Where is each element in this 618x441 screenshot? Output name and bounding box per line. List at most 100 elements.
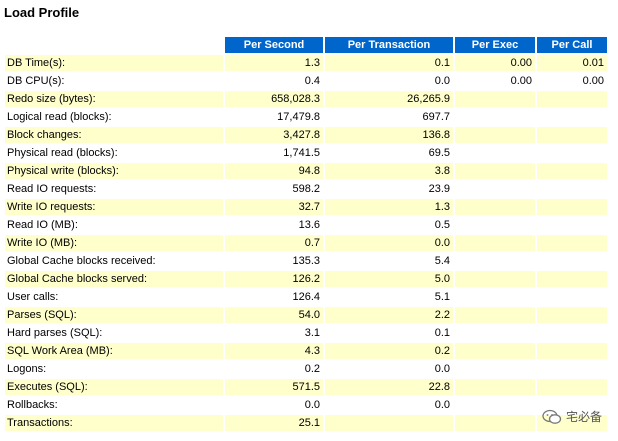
row-label: SQL Work Area (MB): [5, 343, 223, 359]
per-transaction-value: 5.4 [325, 253, 453, 269]
per-call-value [537, 397, 607, 413]
per-transaction-value: 1.3 [325, 199, 453, 215]
per-second-value: 0.2 [225, 361, 323, 377]
per-transaction-value: 0.0 [325, 361, 453, 377]
per-second-value: 598.2 [225, 181, 323, 197]
table-row: Parses (SQL): 54.0 2.2 [5, 307, 607, 323]
per-call-value [537, 91, 607, 107]
per-call-value [537, 325, 607, 341]
per-transaction-value: 0.1 [325, 325, 453, 341]
table-row: Logons: 0.2 0.0 [5, 361, 607, 377]
table-row: Global Cache blocks received: 135.3 5.4 [5, 253, 607, 269]
row-label: Logons: [5, 361, 223, 377]
per-transaction-value: 136.8 [325, 127, 453, 143]
per-second-value: 126.4 [225, 289, 323, 305]
per-exec-value: 0.00 [455, 73, 535, 89]
per-call-value [537, 253, 607, 269]
header-blank [5, 37, 223, 53]
per-transaction-value: 0.2 [325, 343, 453, 359]
row-label: Logical read (blocks): [5, 109, 223, 125]
row-label: Transactions: [5, 415, 223, 431]
per-exec-value [455, 127, 535, 143]
row-label: Physical read (blocks): [5, 145, 223, 161]
table-row: DB CPU(s): 0.4 0.0 0.00 0.00 [5, 73, 607, 89]
table-row: Block changes: 3,427.8 136.8 [5, 127, 607, 143]
per-second-value: 32.7 [225, 199, 323, 215]
per-transaction-value: 23.9 [325, 181, 453, 197]
row-label: User calls: [5, 289, 223, 305]
table-row: Executes (SQL): 571.5 22.8 [5, 379, 607, 395]
per-exec-value [455, 217, 535, 233]
per-exec-value [455, 343, 535, 359]
per-call-value [537, 343, 607, 359]
per-second-value: 0.0 [225, 397, 323, 413]
table-row: Read IO requests: 598.2 23.9 [5, 181, 607, 197]
per-transaction-value: 69.5 [325, 145, 453, 161]
header-per-transaction: Per Transaction [325, 37, 453, 53]
per-exec-value [455, 271, 535, 287]
per-transaction-value: 697.7 [325, 109, 453, 125]
page-title: Load Profile [4, 5, 80, 20]
row-label: Executes (SQL): [5, 379, 223, 395]
table-header-row: Per Second Per Transaction Per Exec Per … [5, 37, 607, 53]
per-transaction-value: 0.0 [325, 397, 453, 413]
per-second-value: 17,479.8 [225, 109, 323, 125]
per-call-value [537, 217, 607, 233]
per-call-value: 0.00 [537, 73, 607, 89]
per-transaction-value: 5.0 [325, 271, 453, 287]
per-exec-value [455, 109, 535, 125]
per-second-value: 94.8 [225, 163, 323, 179]
per-transaction-value: 0.0 [325, 235, 453, 251]
per-call-value [537, 379, 607, 395]
row-label: Global Cache blocks received: [5, 253, 223, 269]
per-second-value: 135.3 [225, 253, 323, 269]
per-exec-value [455, 181, 535, 197]
row-label: Read IO (MB): [5, 217, 223, 233]
per-call-value [537, 307, 607, 323]
per-transaction-value: 5.1 [325, 289, 453, 305]
load-profile-table: Per Second Per Transaction Per Exec Per … [3, 35, 609, 433]
row-label: Write IO (MB): [5, 235, 223, 251]
table-row: Write IO requests: 32.7 1.3 [5, 199, 607, 215]
header-per-exec: Per Exec [455, 37, 535, 53]
watermark: 宅必备 [542, 408, 602, 425]
row-label: Write IO requests: [5, 199, 223, 215]
per-second-value: 0.4 [225, 73, 323, 89]
table-body: DB Time(s): 1.3 0.1 0.00 0.01 DB CPU(s): 0.4 0.… [5, 55, 607, 431]
table-row: Hard parses (SQL): 3.1 0.1 [5, 325, 607, 341]
per-second-value: 1,741.5 [225, 145, 323, 161]
per-transaction-value: 3.8 [325, 163, 453, 179]
per-call-value [537, 361, 607, 377]
per-exec-value [455, 307, 535, 323]
per-second-value: 126.2 [225, 271, 323, 287]
table-row: DB Time(s): 1.3 0.1 0.00 0.01 [5, 55, 607, 71]
per-call-value: 0.01 [537, 55, 607, 71]
table-row: Physical write (blocks): 94.8 3.8 [5, 163, 607, 179]
per-exec-value [455, 91, 535, 107]
per-second-value: 3,427.8 [225, 127, 323, 143]
per-second-value: 25.1 [225, 415, 323, 431]
per-transaction-value: 2.2 [325, 307, 453, 323]
header-per-second: Per Second [225, 37, 323, 53]
per-exec-value [455, 163, 535, 179]
per-call-value [537, 181, 607, 197]
table-row: SQL Work Area (MB): 4.3 0.2 [5, 343, 607, 359]
per-call-value [537, 127, 607, 143]
per-transaction-value: 22.8 [325, 379, 453, 395]
per-call-value [537, 235, 607, 251]
per-second-value: 658,028.3 [225, 91, 323, 107]
per-second-value: 4.3 [225, 343, 323, 359]
wechat-icon [542, 409, 562, 425]
per-transaction-value [325, 415, 453, 431]
table-row: User calls: 126.4 5.1 [5, 289, 607, 305]
row-label: Hard parses (SQL): [5, 325, 223, 341]
per-second-value: 13.6 [225, 217, 323, 233]
per-exec-value [455, 379, 535, 395]
row-label: Block changes: [5, 127, 223, 143]
per-second-value: 571.5 [225, 379, 323, 395]
table-row: Physical read (blocks): 1,741.5 69.5 [5, 145, 607, 161]
table-row: Redo size (bytes): 658,028.3 26,265.9 [5, 91, 607, 107]
watermark-text: 宅必备 [565, 410, 602, 424]
table-row: Read IO (MB): 13.6 0.5 [5, 217, 607, 233]
per-exec-value [455, 415, 535, 431]
